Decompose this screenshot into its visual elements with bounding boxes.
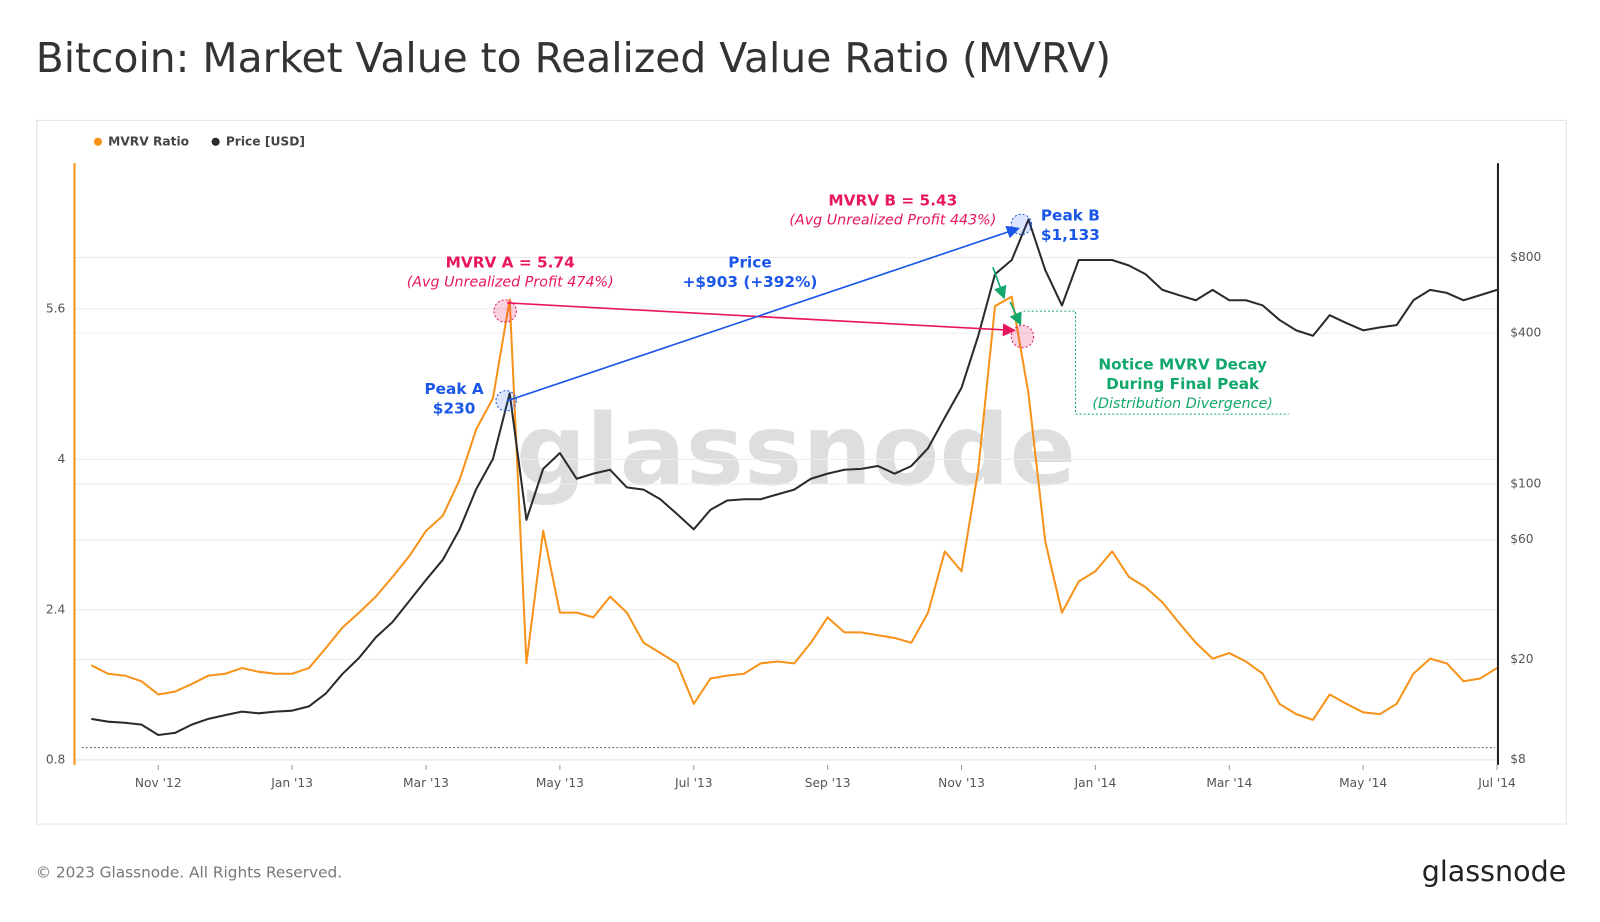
logo: glassnode [1422,854,1567,888]
bracket [1023,310,1289,415]
annotation: (Avg Unrealized Profit 443%) [789,212,996,228]
legend-swatch [211,137,220,146]
legend-label: Price [USD] [226,134,305,148]
marker [1010,324,1035,349]
watermark: glassnode [516,394,1076,508]
annotation: MVRV B = 5.43 [828,191,957,209]
x-tick-label: Mar '13 [403,776,449,790]
annotation: (Avg Unrealized Profit 474%) [407,275,614,291]
annotation: +$903 (+392%) [683,273,818,291]
x-tick-label: May '13 [536,776,584,790]
legend-swatch [93,137,103,146]
arrow [507,302,1016,337]
x-tick-label: May '14 [1339,776,1387,790]
y-tick-label: 4 [58,452,66,466]
x-tick-label: Nov '12 [135,776,182,790]
y2-tick-label: $60 [1510,532,1533,546]
y2-tick-label: $20 [1510,652,1533,666]
y-tick-label: 0.8 [46,753,65,767]
y2-tick-label: $8 [1510,752,1526,766]
annotation: During Final Peak [1106,375,1260,393]
y-tick-label: 2.4 [46,602,66,616]
marker [493,299,517,323]
marker [1010,213,1033,236]
marker [495,390,517,412]
annotation: Peak B [1041,207,1100,225]
annotation: (Distribution Divergence) [1092,396,1272,412]
x-tick-label: Mar '14 [1206,776,1252,790]
series-line [91,218,1498,737]
annotation: Price [728,254,771,272]
y2-tick-label: $100 [1510,477,1541,491]
panel [36,119,1567,825]
annotation: MVRV A = 5.74 [446,254,575,272]
x-tick-label: Sep '13 [805,776,851,790]
annotation: Notice MVRV Decay [1098,356,1267,374]
x-tick-label: Jul '14 [1477,776,1516,790]
annotation: Peak A [424,380,483,398]
x-tick-label: Nov '13 [938,776,985,790]
legend-label: MVRV Ratio [108,134,189,148]
copyright: © 2023 Glassnode. All Rights Reserved. [36,864,342,882]
x-tick-label: Jul '13 [674,776,713,790]
annotation: $230 [433,399,476,417]
y-tick-label: 5.6 [46,301,66,315]
x-tick-label: Jan '13 [270,776,313,790]
y2-tick-label: $400 [1510,325,1541,339]
y2-tick-label: $800 [1510,250,1541,264]
chart-title: Bitcoin: Market Value to Realized Value … [36,34,1111,82]
arrow [1009,301,1022,326]
x-tick-label: Jan '14 [1074,776,1117,790]
arrow [506,225,1020,402]
arrow [992,266,1007,300]
annotation: $1,133 [1041,226,1100,244]
series-line [90,295,1498,721]
